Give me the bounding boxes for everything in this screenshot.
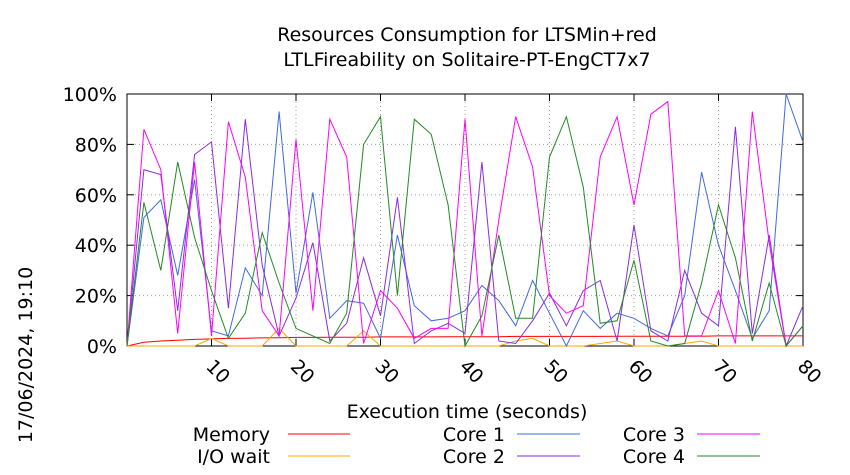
y-tick-label: 80% xyxy=(75,134,117,156)
y-tick-label: 100% xyxy=(63,84,117,106)
x-tick-label: 40 xyxy=(455,355,488,388)
legend-label-core-2: Core 2 xyxy=(443,446,505,468)
x-tick-label: 60 xyxy=(624,355,657,388)
legend-label-memory: Memory xyxy=(193,424,270,446)
x-tick-label: 50 xyxy=(539,355,572,388)
x-tick-label: 30 xyxy=(370,355,403,388)
legend-label-i-o-wait: I/O wait xyxy=(197,446,270,468)
y-tick-label: 20% xyxy=(75,286,117,308)
x-tick-label: 10 xyxy=(201,355,234,388)
grid-lines xyxy=(127,94,803,346)
y-tick-label: 0% xyxy=(87,336,117,358)
x-axis-label: Execution time (seconds) xyxy=(347,401,588,423)
y-axis-ticks: 0% 20% 40% 60% 80% 100% xyxy=(63,84,803,358)
x-tick-label: 80 xyxy=(793,355,826,388)
series-line-core-3 xyxy=(126,100,804,348)
legend-label-core-3: Core 3 xyxy=(623,424,685,446)
y-tick-label: 60% xyxy=(75,185,117,207)
series-line-core-1 xyxy=(126,93,804,348)
series-lines xyxy=(126,93,804,348)
y-tick-label: 40% xyxy=(75,235,117,257)
legend-label-core-4: Core 4 xyxy=(623,446,685,468)
legend-label-core-1: Core 1 xyxy=(443,424,505,446)
chart-title-line-1: Resources Consumption for LTSMin+red xyxy=(277,24,657,46)
chart-title-line-2: LTLFireability on Solitaire-PT-EngCT7x7 xyxy=(283,49,650,71)
x-tick-label: 20 xyxy=(286,355,319,388)
timestamp-label: 17/06/2024, 19:10 xyxy=(15,267,37,443)
x-tick-label: 70 xyxy=(708,355,741,388)
series-line-core-4 xyxy=(126,115,804,348)
x-axis-ticks: 10 20 30 40 50 60 70 80 xyxy=(201,94,826,388)
series-line-core-2 xyxy=(126,119,804,348)
